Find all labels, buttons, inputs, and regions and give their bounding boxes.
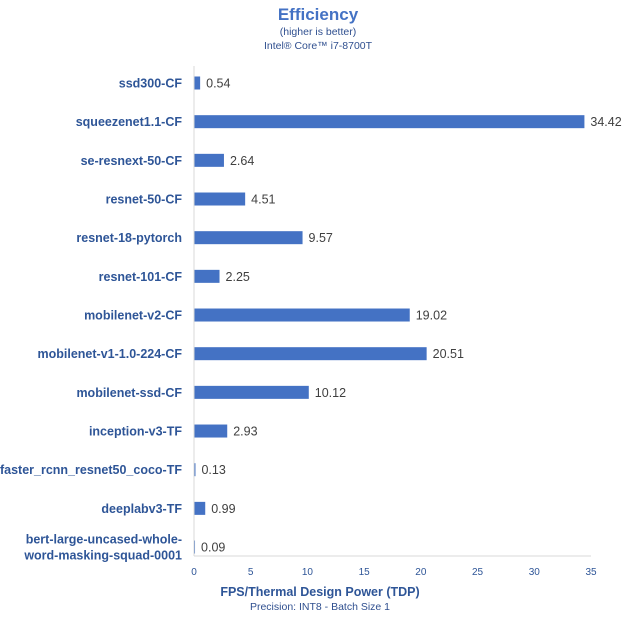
category-label: ssd300-CF (119, 77, 183, 91)
category-label: squeezenet1.1-CF (76, 115, 183, 129)
value-labels-group: 0.54 34.42 2.64 4.51 9.57 2.25 19.02 20.51 10.12… (201, 77, 622, 555)
x-axis-title: FPS/Thermal Design Power (TDP) (220, 585, 419, 599)
bar (194, 424, 228, 438)
category-label: mobilenet-v2-CF (84, 309, 182, 323)
category-label: se-resnext-50-CF (81, 154, 183, 168)
category-label: inception-v3-TF (89, 425, 182, 439)
category-label: mobilenet-v1-1.0-224-CF (38, 347, 183, 361)
bar (194, 153, 224, 167)
category-labels-group: ssd300-CF squeezenet1.1-CF se-resnext-50-C… (0, 77, 182, 563)
x-tick-label: 15 (359, 567, 371, 578)
bar (194, 540, 196, 554)
value-label: 2.93 (233, 425, 257, 439)
x-tick-label: 10 (302, 567, 314, 578)
value-label: 34.42 (590, 115, 621, 129)
value-label: 0.99 (211, 502, 235, 516)
x-tick-label: 5 (248, 567, 254, 578)
value-label: 9.57 (309, 231, 333, 245)
bar (194, 192, 246, 206)
value-label: 0.13 (201, 463, 225, 477)
value-label: 4.51 (251, 193, 275, 207)
bar (194, 385, 309, 399)
bar (194, 347, 427, 361)
x-axis-subtitle: Precision: INT8 - Batch Size 1 (250, 601, 390, 613)
x-tick-label: 0 (191, 567, 197, 578)
category-label: word-masking-squad-0001 (23, 549, 182, 563)
value-label: 2.64 (230, 154, 254, 168)
x-axis-group: 0 5 10 15 20 25 30 35 (191, 66, 597, 578)
x-tick-label: 20 (415, 567, 427, 578)
bar (194, 463, 196, 477)
bar (194, 231, 303, 245)
category-label: resnet-18-pytorch (76, 231, 182, 245)
bar (194, 76, 201, 90)
value-label: 10.12 (315, 386, 346, 400)
value-label: 19.02 (416, 309, 447, 323)
bar (194, 269, 220, 283)
category-label: resnet-101-CF (99, 270, 183, 284)
chart-title: Efficiency (278, 5, 359, 24)
chart-subtitle-line-1: (higher is better) (280, 26, 356, 38)
category-label: bert-large-uncased-whole- (26, 533, 182, 547)
bar (194, 308, 410, 322)
chart-subtitle-line-2: Intel® Core™ i7-8700T (264, 40, 373, 52)
category-label: resnet-50-CF (106, 193, 183, 207)
value-label: 0.54 (206, 77, 230, 91)
x-tick-label: 35 (585, 567, 597, 578)
x-tick-label: 25 (472, 567, 484, 578)
category-label: mobilenet-ssd-CF (76, 386, 182, 400)
category-label: deeplabv3-TF (101, 502, 182, 516)
bar (194, 501, 206, 515)
category-label: faster_rcnn_resnet50_coco-TF (0, 463, 182, 477)
value-label: 2.25 (226, 270, 250, 284)
bar (194, 115, 585, 129)
x-tick-label: 30 (529, 567, 541, 578)
value-label: 0.09 (201, 541, 225, 555)
bars-group (194, 76, 585, 554)
value-label: 20.51 (433, 347, 464, 361)
